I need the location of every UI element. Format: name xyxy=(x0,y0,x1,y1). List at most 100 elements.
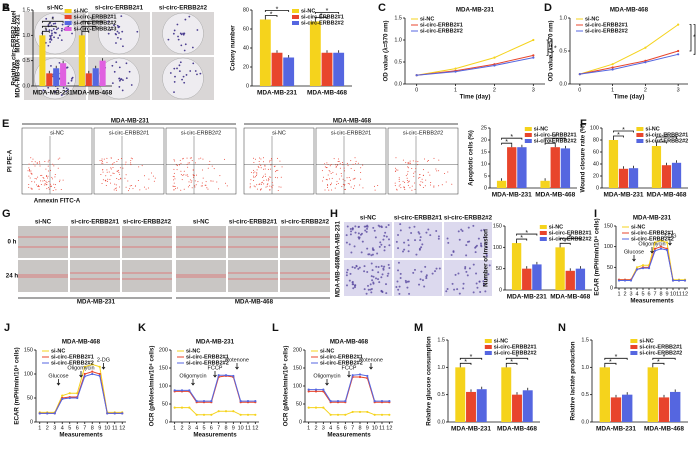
category-label: MDA-MB-468 xyxy=(307,90,347,97)
event xyxy=(249,187,251,189)
y-tick-label: 0.0 xyxy=(394,81,402,87)
point xyxy=(202,400,206,403)
significance-bracket xyxy=(656,141,667,144)
event xyxy=(326,162,328,164)
event xyxy=(324,189,326,191)
event xyxy=(259,183,261,185)
point xyxy=(665,241,669,244)
event xyxy=(250,171,252,173)
event xyxy=(33,163,35,165)
x-tick-label: 5 xyxy=(336,425,339,431)
legend-swatch xyxy=(539,231,547,235)
event xyxy=(333,158,335,160)
event xyxy=(249,183,251,185)
event xyxy=(40,180,42,182)
event xyxy=(355,163,357,165)
y-tick-label: 1.5 xyxy=(394,15,402,21)
point xyxy=(195,413,198,416)
legend-label: si-circ-ERBB2#2 xyxy=(320,360,363,366)
cell xyxy=(408,226,411,229)
bar xyxy=(466,391,476,422)
x-tick-label: 1 xyxy=(454,87,457,93)
category-label: MDA-MB-231 xyxy=(492,192,532,199)
cell xyxy=(477,237,480,240)
event xyxy=(414,182,416,184)
y-tick-label: 50 xyxy=(607,265,613,271)
colony xyxy=(52,28,55,30)
event xyxy=(57,158,59,160)
y-tick-label: 25 xyxy=(481,125,487,131)
event xyxy=(253,176,255,178)
legend-label: si-circ-ERBB2#2 xyxy=(186,360,229,366)
event xyxy=(60,188,62,190)
cell xyxy=(424,265,427,268)
event xyxy=(34,181,36,183)
cell xyxy=(346,225,349,228)
event xyxy=(52,163,54,165)
event xyxy=(355,160,357,162)
point xyxy=(493,64,496,67)
significance: * xyxy=(663,354,666,361)
colony xyxy=(61,27,63,30)
x-tick-label: 3 xyxy=(677,87,680,93)
point xyxy=(336,413,340,416)
event xyxy=(344,184,346,186)
x-tick-label: 3 xyxy=(629,291,632,297)
event xyxy=(426,160,428,162)
y-tick-label: 1.5 xyxy=(581,337,589,343)
y-tick-label: 20 xyxy=(593,173,599,179)
colony xyxy=(58,61,61,64)
y-axis-label: ECAR (mPH/min/10⁴ cells) xyxy=(14,347,21,424)
flow-plot xyxy=(21,127,93,195)
event xyxy=(173,189,175,191)
event xyxy=(349,179,351,181)
event xyxy=(200,157,202,159)
event xyxy=(57,167,59,169)
bar xyxy=(540,180,550,188)
flow-plot xyxy=(165,127,237,195)
event xyxy=(415,168,417,170)
x-tick-label: 12 xyxy=(386,425,392,431)
cell xyxy=(377,271,380,274)
legend-label: si-circ-ERBB2#1 xyxy=(549,230,592,236)
arrow xyxy=(369,363,373,370)
point xyxy=(454,67,457,70)
event xyxy=(53,183,55,185)
cell xyxy=(351,266,354,269)
event xyxy=(265,175,267,177)
bar xyxy=(618,168,629,188)
x-tick-label: 1 xyxy=(611,87,614,93)
significance-bracket xyxy=(604,362,617,365)
event xyxy=(28,186,30,188)
cell xyxy=(375,277,378,280)
y-tick-label: 60 xyxy=(243,26,249,32)
event xyxy=(409,160,411,162)
significance: * xyxy=(326,8,329,15)
wound-image xyxy=(280,226,330,258)
event xyxy=(400,187,402,189)
x-tick-label: 9 xyxy=(366,425,369,431)
significance-bracket xyxy=(264,15,278,17)
point xyxy=(98,374,101,378)
event xyxy=(45,180,47,182)
category-label: MDA-MB-468 xyxy=(644,426,684,433)
event xyxy=(110,167,112,169)
y-tick-label: 0.0 xyxy=(581,419,589,425)
event xyxy=(53,165,55,167)
event xyxy=(396,189,398,191)
event xyxy=(173,159,175,161)
event xyxy=(130,164,132,166)
cell xyxy=(419,236,422,239)
y-tick-label: 1.0 xyxy=(581,365,589,371)
event xyxy=(183,174,185,176)
point xyxy=(121,412,124,415)
point xyxy=(366,374,369,378)
cell xyxy=(357,232,360,235)
event xyxy=(406,177,408,179)
annotation: Rotenone xyxy=(359,357,383,363)
event xyxy=(191,180,193,182)
colony xyxy=(50,65,52,67)
event xyxy=(110,175,112,177)
bar xyxy=(512,394,522,422)
cell xyxy=(375,265,378,268)
